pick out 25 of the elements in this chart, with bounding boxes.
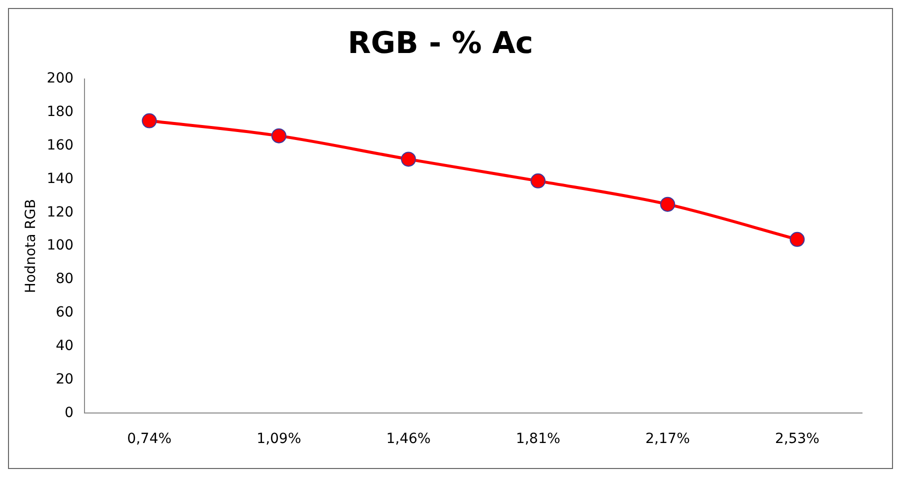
y-tick-label: 80: [56, 271, 74, 288]
y-tick-label: 40: [56, 338, 74, 354]
chart-title: RGB - % Ac: [348, 26, 534, 61]
y-tick-label: 100: [46, 238, 74, 254]
x-tick-label: 1,46%: [386, 431, 431, 448]
point: [400, 152, 416, 167]
point: [142, 113, 157, 128]
x-tick-label: 2,53%: [774, 431, 820, 448]
y-tick-label: 200: [46, 70, 74, 87]
point: [530, 173, 546, 188]
point: [660, 196, 676, 212]
y-tick-label: 140: [46, 170, 74, 187]
x-tick-label: 2,17%: [645, 431, 690, 448]
x-tick-label: 1,81%: [516, 431, 560, 448]
y-tick-label: 120: [46, 204, 74, 220]
x-tick-label: 0,74%: [127, 431, 172, 448]
point: [271, 128, 286, 144]
point: [790, 232, 805, 247]
y-tick-label: 180: [46, 104, 74, 120]
x-tick-label: 1,09%: [256, 431, 302, 448]
y-axis-title: Hodnota RGB: [23, 199, 40, 294]
y-tick-label: 60: [56, 304, 74, 321]
y-tick-label: 0: [64, 404, 74, 421]
y-tick-label: 160: [46, 137, 74, 154]
y-tick-label: 20: [56, 371, 74, 388]
